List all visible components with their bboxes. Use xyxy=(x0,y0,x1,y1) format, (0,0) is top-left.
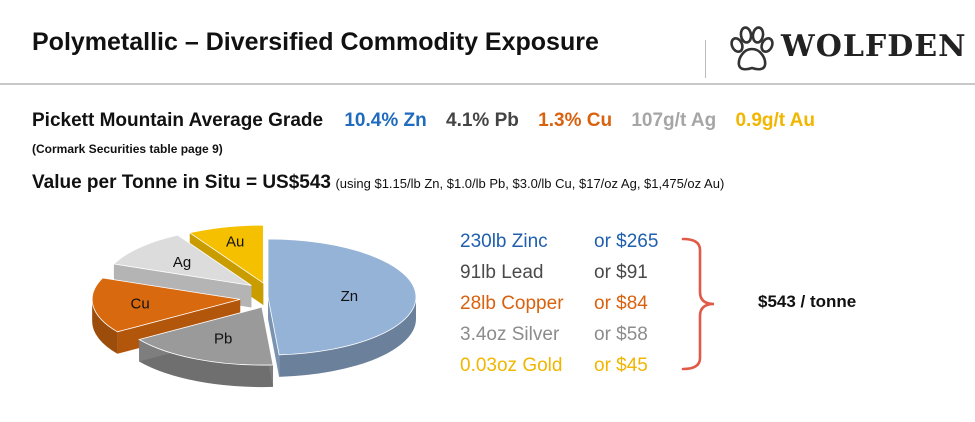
pie-label-ag: Ag xyxy=(173,254,191,271)
value-per-tonne-row: Value per Tonne in Situ = US$543 (using … xyxy=(32,172,724,194)
metal-qty: 230lb Zinc xyxy=(460,231,548,252)
metal-row-silver: 3.4oz Silver or $58 xyxy=(460,319,658,350)
metal-qty: 91lb Lead xyxy=(460,262,544,283)
metal-row-lead: 91lb Lead or $91 xyxy=(460,257,658,288)
metal-row-gold: 0.03oz Gold or $45 xyxy=(460,350,658,381)
curly-brace-icon xyxy=(681,237,715,371)
metal-value: or $84 xyxy=(594,293,648,314)
pie-label-zn: Zn xyxy=(341,288,359,305)
grade-ag: 107g/t Ag xyxy=(631,110,717,131)
metal-value: or $45 xyxy=(594,355,648,376)
pie-label-cu: Cu xyxy=(131,296,150,313)
average-grade-row: Pickett Mountain Average Grade 10.4% Zn … xyxy=(32,110,829,132)
metal-qty: 3.4oz Silver xyxy=(460,324,560,345)
paw-icon xyxy=(730,26,774,71)
logo-separator xyxy=(705,40,706,78)
pie-label-pb: Pb xyxy=(214,330,232,347)
metal-value-list: 230lb Zinc or $265 91lb Lead or $91 28lb… xyxy=(460,226,658,381)
pie-slice-pb xyxy=(138,306,274,388)
header-divider xyxy=(0,83,975,85)
metal-qty: 0.03oz Gold xyxy=(460,355,563,376)
metal-value: or $91 xyxy=(594,262,648,283)
source-note: (Cormark Securities table page 9) xyxy=(32,142,223,156)
logo-text: WOLFDEN xyxy=(781,29,967,64)
pie-label-au: Au xyxy=(226,234,244,251)
metal-row-copper: 28lb Copper or $84 xyxy=(460,288,658,319)
page-title: Polymetallic – Diversified Commodity Exp… xyxy=(32,28,599,56)
grade-au: 0.9g/t Au xyxy=(735,110,815,131)
grade-zn: 10.4% Zn xyxy=(344,110,427,131)
pie-slice-zn xyxy=(267,238,417,377)
metal-value: or $265 xyxy=(594,231,659,252)
value-per-tonne: Value per Tonne in Situ = US$543 xyxy=(32,172,331,193)
metal-row-zinc: 230lb Zinc or $265 xyxy=(460,226,658,257)
metal-qty: 28lb Copper xyxy=(460,293,564,314)
grade-cu: 1.3% Cu xyxy=(538,110,613,131)
total-value: $543 / tonne xyxy=(758,292,857,311)
price-assumptions: (using $1.15/lb Zn, $1.0/lb Pb, $3.0/lb … xyxy=(335,176,725,191)
metal-value: or $58 xyxy=(594,324,648,345)
grade-pb: 4.1% Pb xyxy=(446,110,519,131)
grade-label: Pickett Mountain Average Grade xyxy=(32,110,324,131)
